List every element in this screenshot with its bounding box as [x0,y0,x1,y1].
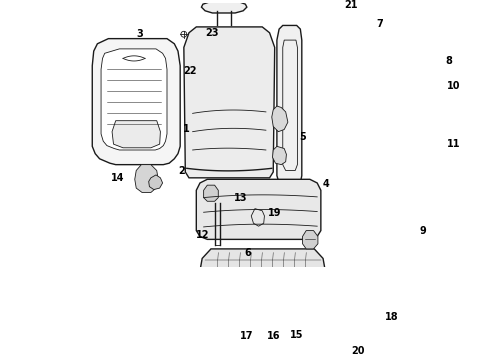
Polygon shape [261,324,275,339]
Text: 2: 2 [179,166,186,176]
Text: 10: 10 [447,81,461,90]
Text: 1: 1 [183,125,190,135]
Text: 20: 20 [352,346,365,356]
Polygon shape [92,39,180,165]
Text: 14: 14 [111,173,125,183]
Text: 8: 8 [445,55,452,66]
Text: 17: 17 [240,331,253,341]
Text: 4: 4 [323,179,330,189]
Polygon shape [148,175,163,190]
Polygon shape [200,249,325,313]
Text: 16: 16 [267,331,280,341]
Polygon shape [101,49,167,150]
Text: 5: 5 [299,132,306,142]
Text: 6: 6 [244,248,251,257]
Text: 18: 18 [385,312,399,322]
Polygon shape [135,165,158,193]
Text: 13: 13 [234,193,248,203]
Text: 15: 15 [290,330,304,339]
Polygon shape [196,179,321,239]
Text: 12: 12 [196,230,210,240]
Polygon shape [184,27,275,178]
Polygon shape [277,320,290,339]
Text: 3: 3 [136,29,143,39]
Polygon shape [201,2,247,13]
Text: 23: 23 [205,28,219,38]
Text: 22: 22 [183,66,196,76]
Polygon shape [277,26,302,188]
Circle shape [243,323,260,341]
Polygon shape [302,231,318,249]
Text: 21: 21 [344,0,358,10]
Polygon shape [272,106,288,132]
Polygon shape [112,121,160,148]
Text: 19: 19 [268,208,282,218]
Polygon shape [204,185,218,201]
Polygon shape [272,146,287,165]
Text: 11: 11 [447,139,461,149]
Text: 7: 7 [376,19,383,29]
Text: 9: 9 [419,226,426,235]
